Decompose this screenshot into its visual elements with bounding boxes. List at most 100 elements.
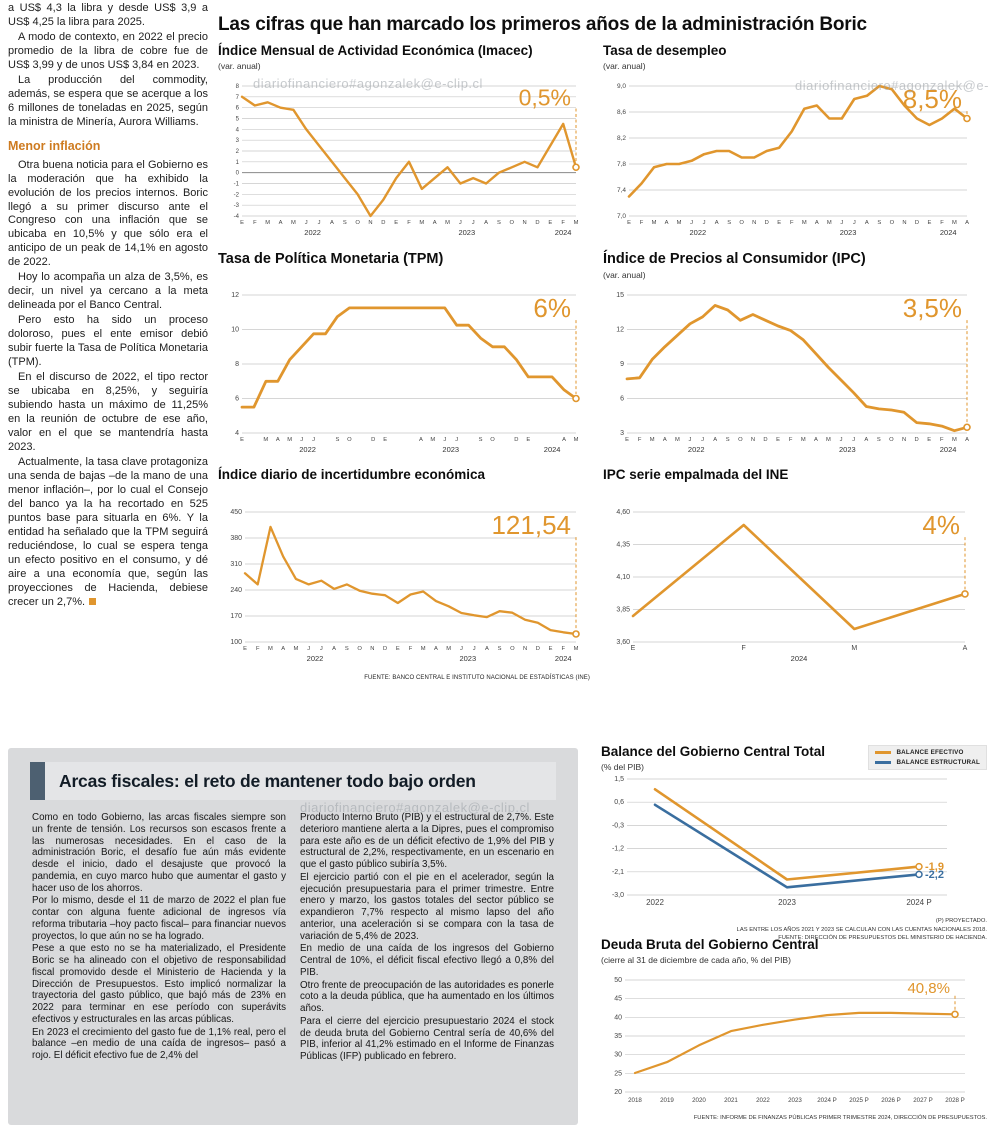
svg-text:E: E bbox=[396, 646, 400, 652]
svg-text:S: S bbox=[345, 646, 349, 652]
svg-text:M: M bbox=[294, 646, 299, 652]
legend-item-efectivo: BALANCE EFECTIVO bbox=[875, 749, 980, 756]
svg-text:8: 8 bbox=[235, 361, 239, 368]
svg-text:2023: 2023 bbox=[788, 1097, 802, 1104]
fiscal-heading-bar: Arcas fiscales: el reto de mantener todo… bbox=[30, 762, 556, 800]
svg-text:F: F bbox=[409, 646, 413, 652]
svg-text:S: S bbox=[877, 437, 881, 443]
svg-text:A: A bbox=[281, 646, 285, 652]
svg-text:O: O bbox=[738, 437, 743, 443]
svg-text:100: 100 bbox=[230, 639, 242, 646]
body-paragraph: Hoy lo acompaña un alza de 3,5%, es deci… bbox=[8, 271, 208, 312]
svg-text:J: J bbox=[460, 646, 463, 652]
body-paragraph: La producción del commodity, además, se … bbox=[8, 73, 208, 128]
svg-text:8: 8 bbox=[236, 84, 240, 90]
chart-footnote: (P) PROYECTADO. bbox=[935, 917, 987, 924]
svg-text:N: N bbox=[523, 220, 527, 226]
chart-title: Índice de Precios al Consumidor (IPC) bbox=[603, 251, 866, 267]
legend-swatch-estructural bbox=[875, 761, 892, 764]
svg-text:N: N bbox=[751, 437, 755, 443]
svg-text:2023: 2023 bbox=[458, 228, 475, 237]
fiscal-section: Arcas fiscales: el reto de mantener todo… bbox=[8, 748, 578, 1125]
chart-footnote: LAS ENTRE LOS AÑOS 2021 Y 2023 SE CALCUL… bbox=[736, 926, 987, 933]
svg-text:A: A bbox=[433, 220, 437, 226]
svg-text:2024 P: 2024 P bbox=[906, 898, 931, 907]
svg-text:A: A bbox=[713, 437, 717, 443]
svg-text:F: F bbox=[790, 220, 794, 226]
svg-text:2022: 2022 bbox=[756, 1097, 770, 1104]
svg-text:2018: 2018 bbox=[628, 1097, 642, 1104]
svg-text:J: J bbox=[320, 646, 323, 652]
svg-text:7: 7 bbox=[236, 95, 240, 101]
svg-text:J: J bbox=[307, 646, 310, 652]
svg-text:S: S bbox=[726, 437, 730, 443]
svg-text:A: A bbox=[332, 646, 336, 652]
svg-text:A: A bbox=[434, 646, 438, 652]
svg-text:F: F bbox=[789, 437, 793, 443]
svg-text:380: 380 bbox=[230, 535, 242, 542]
svg-text:S: S bbox=[497, 220, 501, 226]
fiscal-text-column-1: Como en todo Gobierno, las arcas fiscale… bbox=[32, 812, 286, 1064]
svg-text:M: M bbox=[419, 220, 424, 226]
svg-text:M: M bbox=[265, 220, 270, 226]
svg-text:J: J bbox=[852, 437, 855, 443]
svg-text:M: M bbox=[826, 437, 831, 443]
svg-text:D: D bbox=[763, 437, 767, 443]
svg-text:240: 240 bbox=[230, 587, 242, 594]
body-paragraph: En el discurso de 2022, el tipo rector s… bbox=[8, 371, 208, 453]
svg-text:-2: -2 bbox=[234, 192, 240, 198]
balance-line-chart: 1,5 0,6 -0,3 -1,2 -2,1 -3,0 2022 2023 2024 P -1,9… bbox=[612, 776, 947, 907]
svg-text:40,8%: 40,8% bbox=[907, 980, 950, 997]
svg-text:A: A bbox=[814, 437, 818, 443]
svg-text:0: 0 bbox=[236, 171, 240, 177]
left-text-column: a US$ 4,3 la libra y desde US$ 3,9 a US$… bbox=[8, 2, 208, 611]
chart-title: Deuda Bruta del Gobierno Central bbox=[601, 937, 819, 952]
chart-section-tpm: Tasa de Política Monetaria (TPM) 12 10 8 6 4… bbox=[218, 251, 590, 464]
svg-text:E: E bbox=[625, 437, 629, 443]
svg-text:A: A bbox=[330, 220, 334, 226]
svg-text:O: O bbox=[890, 220, 895, 226]
legend-label: BALANCE ESTRUCTURAL bbox=[896, 759, 980, 766]
body-paragraph: Otro frente de preocupación de las autor… bbox=[300, 979, 554, 1015]
svg-text:4,10: 4,10 bbox=[616, 574, 630, 581]
svg-text:N: N bbox=[902, 220, 906, 226]
svg-text:S: S bbox=[335, 437, 339, 443]
svg-text:15: 15 bbox=[616, 292, 624, 299]
svg-text:S: S bbox=[343, 220, 347, 226]
svg-text:O: O bbox=[490, 437, 495, 443]
chart-section-ipc: Índice de Precios al Consumidor (IPC) (v… bbox=[603, 251, 981, 464]
svg-text:M: M bbox=[677, 220, 682, 226]
svg-text:35: 35 bbox=[614, 1033, 622, 1040]
svg-text:D: D bbox=[381, 220, 385, 226]
svg-text:2023: 2023 bbox=[778, 898, 796, 907]
svg-text:D: D bbox=[383, 646, 387, 652]
svg-text:2025 P: 2025 P bbox=[849, 1097, 869, 1104]
svg-text:3,60: 3,60 bbox=[616, 639, 630, 646]
svg-text:2024: 2024 bbox=[555, 654, 572, 663]
svg-text:O: O bbox=[357, 646, 362, 652]
chart-footnote: FUENTE: INFORME DE FINANZAS PÚBLICAS PRI… bbox=[693, 1114, 987, 1121]
svg-text:E: E bbox=[526, 437, 530, 443]
svg-text:E: E bbox=[631, 645, 636, 652]
chart-footnotes: (P) PROYECTADO. LAS ENTRE LOS AÑOS 2021 … bbox=[601, 917, 987, 943]
svg-text:50: 50 bbox=[614, 977, 622, 984]
svg-text:1: 1 bbox=[236, 160, 240, 166]
svg-text:F: F bbox=[940, 220, 944, 226]
svg-text:J: J bbox=[689, 437, 692, 443]
legend-swatch-efectivo bbox=[875, 751, 892, 754]
svg-text:9,0: 9,0 bbox=[617, 83, 626, 90]
svg-text:E: E bbox=[549, 646, 553, 652]
body-paragraph: Para el cierre del ejercicio presupuesta… bbox=[300, 1015, 554, 1062]
chart-subtitle bbox=[603, 485, 981, 496]
svg-text:9: 9 bbox=[620, 361, 624, 368]
svg-text:O: O bbox=[347, 437, 352, 443]
svg-text:2021: 2021 bbox=[724, 1097, 738, 1104]
svg-text:25: 25 bbox=[614, 1070, 622, 1077]
svg-text:M: M bbox=[574, 437, 579, 443]
svg-text:M: M bbox=[851, 645, 857, 652]
svg-text:M: M bbox=[287, 437, 292, 443]
svg-text:6: 6 bbox=[236, 106, 240, 112]
svg-text:2023: 2023 bbox=[459, 654, 476, 663]
